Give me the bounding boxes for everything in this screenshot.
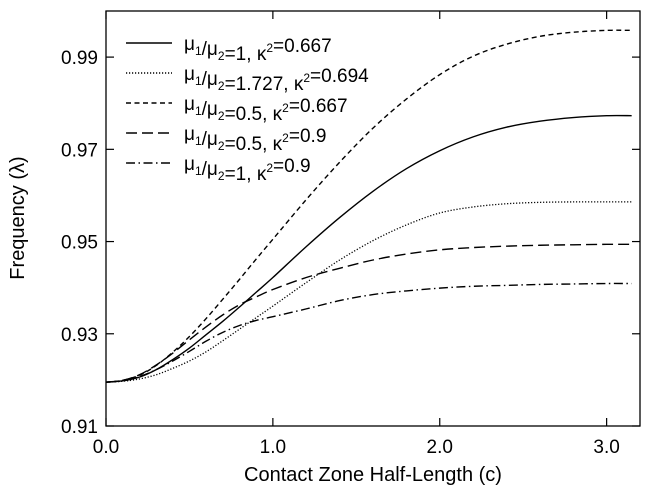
series-layer (106, 29, 632, 383)
y-axis-label: Frequency (λ) (7, 156, 29, 279)
legend-label-1: μ1/μ2=1, κ2=0.667 (184, 34, 332, 65)
x-tick-label: 2.0 (427, 437, 453, 458)
series-line-2 (106, 201, 632, 383)
ticks-layer: 0.0 1.0 2.0 3.0 0.91 0.93 0.95 0.97 0.99 (61, 11, 640, 458)
series-line-4 (106, 243, 632, 383)
series-line-1 (106, 114, 632, 383)
y-tick-label: 0.93 (61, 325, 98, 346)
x-axis-label: Contact Zone Half-Length (c) (244, 464, 502, 486)
y-tick-label: 0.95 (61, 233, 98, 254)
x-tick-label: 3.0 (593, 437, 619, 458)
legend-label-5: μ1/μ2=1, κ2=0.9 (184, 154, 311, 185)
series-line-5 (106, 282, 632, 383)
legend-label-3: μ1/μ2=0.5, κ2=0.667 (184, 94, 348, 125)
legend-label-4: μ1/μ2=0.5, κ2=0.9 (184, 124, 326, 155)
legend-label-2: μ1/μ2=1.727, κ2=0.694 (184, 64, 369, 95)
y-tick-label: 0.99 (61, 48, 98, 69)
x-tick-label: 0.0 (93, 437, 119, 458)
x-tick-label: 1.0 (260, 437, 286, 458)
y-tick-label: 0.97 (61, 140, 98, 161)
plot-frame (105, 10, 641, 427)
y-tick-label: 0.91 (61, 417, 98, 438)
